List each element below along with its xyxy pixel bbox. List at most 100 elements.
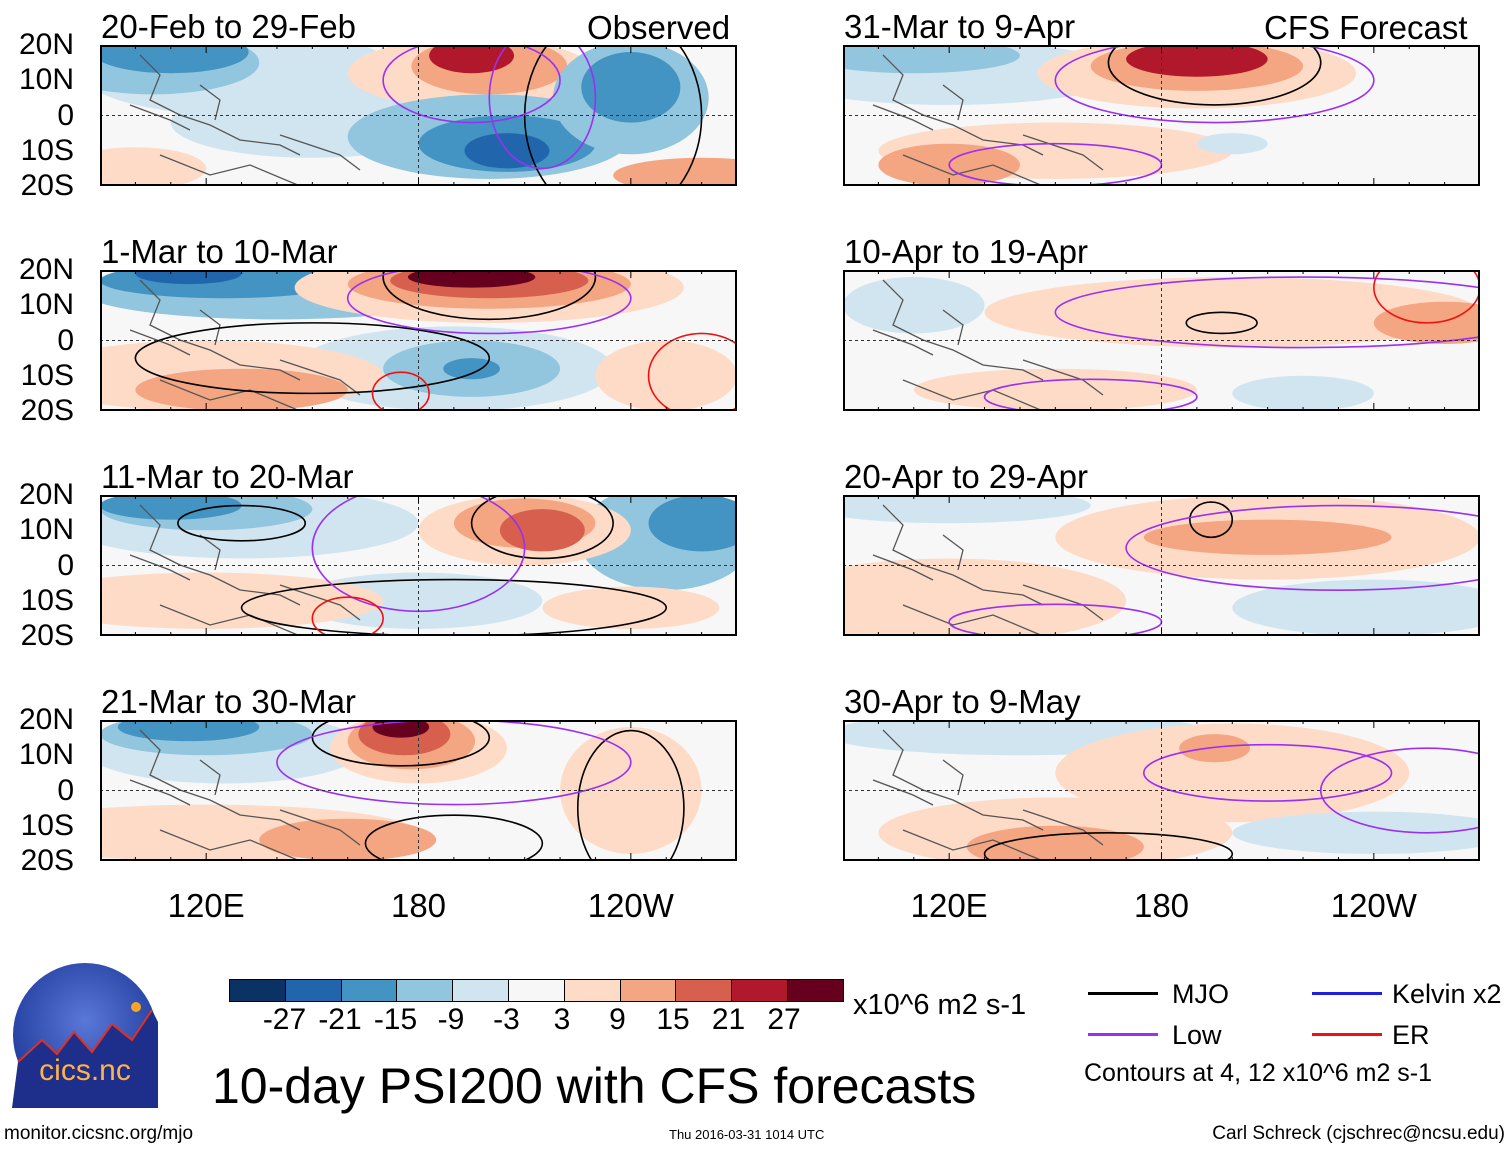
- colorbar-swatch: [285, 980, 342, 1001]
- map-panel: [100, 495, 737, 636]
- colorbar-label: 15: [656, 1003, 690, 1036]
- lat-label: 20N: [18, 703, 74, 736]
- contour-e: [371, 371, 430, 411]
- contour-l: [346, 270, 632, 335]
- map-panel: [843, 270, 1480, 411]
- contour-l: [1054, 45, 1375, 124]
- panel-title: 21-Mar to 30-Mar: [101, 683, 356, 720]
- lon-label: 120W: [1330, 887, 1417, 924]
- colorbar-swatch: [341, 980, 398, 1001]
- panel-title: 10-Apr to 19-Apr: [844, 233, 1088, 270]
- contour-note: Contours at 4, 12 x10^6 m2 s-1: [1084, 1059, 1433, 1087]
- colorbar-label: 3: [553, 1003, 571, 1036]
- contour-m: [177, 504, 307, 542]
- anomaly-region: [1232, 579, 1480, 636]
- observed-header: Observed: [587, 9, 731, 46]
- contour-m: [382, 270, 597, 321]
- colorbar-label: -9: [437, 1003, 465, 1036]
- coastline: [872, 729, 1104, 861]
- colorbar-swatch: [787, 980, 843, 1001]
- anomaly-region: [372, 720, 430, 738]
- lat-label: 20S: [20, 844, 74, 877]
- anomaly-region: [429, 45, 515, 74]
- colorbar-swatch: [676, 980, 733, 1001]
- lat-label: 10S: [20, 133, 74, 167]
- lat-label: 10N: [18, 63, 74, 97]
- anomaly-region: [259, 818, 437, 861]
- lat-label: 10S: [20, 358, 74, 392]
- panel-title: 20-Feb to 29-Feb: [101, 8, 356, 45]
- contour-m: [364, 814, 544, 861]
- colorbar-swatch: [397, 980, 454, 1001]
- coastline: [872, 279, 1104, 411]
- contour-e: [647, 332, 737, 411]
- anomaly-region: [407, 270, 536, 288]
- anomaly-region: [1232, 375, 1374, 411]
- colorbar-swatch: [564, 980, 621, 1001]
- anomaly-region: [1196, 133, 1268, 155]
- coastline: [129, 729, 361, 861]
- anomaly-region: [100, 147, 207, 186]
- contour-l: [1143, 743, 1393, 802]
- anomaly-region: [100, 45, 249, 74]
- lat-label: 10S: [20, 583, 74, 617]
- map-panel: [843, 495, 1480, 636]
- contour-m: [1185, 311, 1258, 335]
- contour-e: [311, 596, 384, 636]
- colorbar-swatch: [508, 980, 565, 1001]
- contour-l: [382, 45, 561, 124]
- lat-label: 10S: [20, 808, 74, 842]
- anomaly-region: [1232, 811, 1480, 854]
- map-panel: [843, 45, 1480, 186]
- colorbar: [229, 979, 844, 1002]
- contour-m: [576, 729, 685, 861]
- contour-l: [276, 720, 632, 806]
- map-panel: [100, 720, 737, 861]
- anomaly-region: [913, 368, 1197, 411]
- colorbar-label: -3: [493, 1003, 520, 1036]
- lat-label: 0: [57, 773, 74, 807]
- anomaly-region: [1055, 723, 1410, 823]
- anomaly-region: [542, 586, 720, 629]
- map-panel: [100, 270, 737, 411]
- contour-l: [983, 378, 1198, 411]
- lat-label: 20S: [20, 394, 74, 427]
- colorbar-label: -15: [373, 1003, 418, 1036]
- coastline: [129, 504, 361, 636]
- legend-line-kelvin: [1312, 992, 1382, 995]
- legend-line-mjo: [1088, 992, 1158, 995]
- colorbar-swatch: [230, 980, 286, 1001]
- colorbar-swatch: [620, 980, 677, 1001]
- anomaly-region: [135, 270, 242, 285]
- lat-label: 20S: [20, 619, 74, 652]
- coastline: [129, 54, 361, 186]
- legend-kelvin: Kelvin x2: [1392, 979, 1502, 1009]
- anomaly-region: [843, 495, 1091, 524]
- colorbar-label: 9: [609, 1003, 626, 1036]
- lat-label: 20S: [20, 169, 74, 202]
- legend-line-er: [1312, 1033, 1382, 1036]
- lat-label: 10N: [18, 738, 74, 772]
- colorbar-units: x10^6 m2 s-1: [853, 989, 1027, 1021]
- lat-label: 20N: [18, 28, 74, 61]
- lon-label: 120E: [910, 887, 988, 924]
- anomaly-region: [499, 509, 585, 552]
- contour-e: [1373, 270, 1480, 324]
- anomaly-region: [613, 157, 737, 186]
- colorbar-swatch: [453, 980, 509, 1001]
- colorbar-label: -27: [262, 1003, 307, 1036]
- legend-low: Low: [1172, 1020, 1222, 1050]
- contour-l: [488, 45, 597, 170]
- panel-title: 1-Mar to 10-Mar: [101, 233, 338, 270]
- logo-text: cics.nc: [39, 1054, 131, 1087]
- lon-label: 180: [1133, 887, 1190, 924]
- lon-label: 120E: [167, 887, 245, 924]
- colorbar-label: 21: [711, 1003, 746, 1036]
- source-url[interactable]: monitor.cicsnc.org/mjo: [4, 1123, 194, 1144]
- contour-m: [983, 832, 1234, 861]
- timestamp: Thu 2016-03-31 1014 UTC: [669, 1127, 825, 1142]
- map-panel: [843, 720, 1480, 861]
- legend-line-low: [1088, 1033, 1158, 1036]
- colorbar-label: 27: [767, 1003, 801, 1036]
